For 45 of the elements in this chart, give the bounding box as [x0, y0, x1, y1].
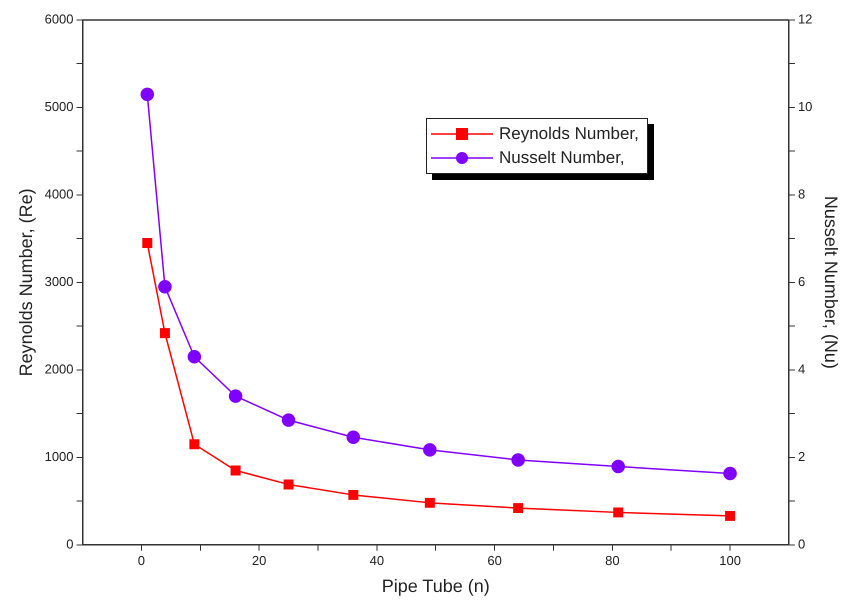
point: [230, 465, 241, 476]
point: [424, 498, 435, 508]
y-tick-label: 2000: [44, 361, 74, 376]
y2-axis-title: Nusselt Number, (Nu): [821, 196, 842, 369]
point: [188, 350, 202, 364]
y2-tick-label: 4: [798, 361, 806, 376]
point: [160, 328, 170, 338]
y2-tick-label: 12: [798, 12, 812, 27]
point: [723, 466, 737, 480]
x-tick-label: 40: [370, 553, 384, 568]
y-tick-label: 1000: [44, 448, 74, 464]
y-axis-title: Reynolds Number, (Re): [16, 188, 36, 376]
y2-tick-label: 6: [798, 274, 806, 289]
point: [346, 430, 360, 444]
point: [282, 413, 296, 427]
x-tick-label: 20: [252, 553, 266, 568]
point: [228, 389, 242, 403]
x-tick-label: 0: [138, 553, 146, 568]
point: [284, 479, 294, 490]
point: [725, 510, 736, 521]
y-tick-label: 4000: [44, 186, 74, 202]
y2-tick-label: 8: [798, 186, 806, 202]
y-tick-label: 6000: [44, 12, 74, 27]
point: [158, 280, 172, 294]
point: [189, 439, 200, 450]
point: [513, 503, 524, 514]
legend-label: Reynolds Number,: [499, 124, 639, 144]
x-tick-label: 80: [605, 553, 620, 568]
point: [140, 88, 154, 102]
y2-tick-label: 2: [798, 448, 806, 464]
point: [511, 453, 525, 467]
y-tick-label: 3000: [44, 274, 74, 289]
x-axis-title: Pipe Tube (n): [382, 576, 490, 596]
legend-label: Nusselt Number,: [499, 148, 625, 168]
point: [142, 238, 152, 248]
point: [611, 460, 625, 474]
point: [348, 490, 358, 500]
y-tick-label: 0: [66, 536, 74, 552]
point: [423, 443, 437, 457]
point: [613, 507, 624, 518]
x-tick-label: 60: [487, 553, 502, 568]
y-tick-label: 5000: [44, 99, 74, 114]
x-tick-label: 100: [719, 553, 741, 568]
y2-tick-label: 10: [798, 99, 812, 114]
y2-tick-label: 0: [798, 536, 806, 552]
